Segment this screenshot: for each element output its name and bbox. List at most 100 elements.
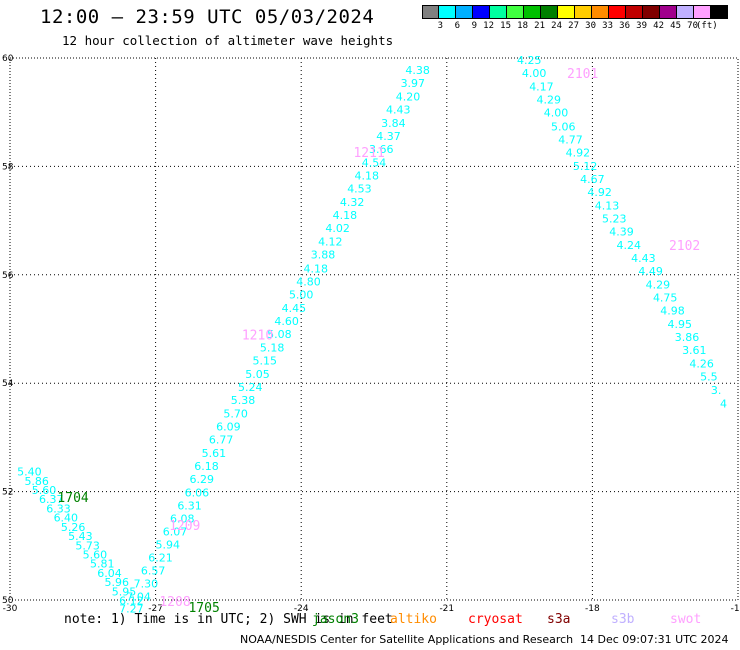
colorbar-label: 9 [471, 21, 477, 31]
wave-height-value: 4.18 [333, 209, 358, 222]
colorbar-label: 36 [619, 21, 630, 31]
wave-height-value: 4.18 [354, 170, 379, 183]
wave-height-value: 4.77 [558, 133, 583, 146]
wave-height-value: 4.37 [376, 130, 401, 143]
wave-height-value: 4.45 [282, 302, 307, 315]
wave-height-value: 4.12 [318, 236, 343, 249]
wave-height-value: 3.66 [369, 143, 394, 156]
grid-lines [10, 58, 738, 600]
colorbar-label: (ft) [696, 21, 718, 31]
colorbar-label: 12 [483, 21, 494, 31]
track-label: 1208 [159, 595, 190, 610]
colorbar-swatch [439, 5, 456, 19]
wave-height-value: 5.96 [105, 576, 130, 589]
colorbar-swatch [456, 5, 473, 19]
satellite-legend-jason3: jason3 [312, 612, 359, 627]
wave-height-value: 5.73 [75, 539, 100, 552]
y-tick-labels: 50 52 54 56 58 60 [2, 54, 14, 606]
wave-height-value: 4.60 [274, 315, 299, 328]
wave-height-value: 4.67 [580, 173, 605, 186]
colorbar-swatch [711, 5, 728, 19]
wave-height-value: 4.02 [325, 222, 350, 235]
wave-height-value: 5.15 [253, 354, 278, 367]
wave-height-value: 4.26 [689, 358, 714, 371]
wave-height-value: 3.86 [675, 331, 700, 344]
wave-height-value: 5.70 [223, 408, 248, 421]
satellite-legend-s3b: s3b [611, 612, 635, 627]
wave-height-value: 6.08 [170, 513, 195, 526]
wave-height-value: 3.61 [682, 344, 707, 357]
colorbar-label: 6 [454, 21, 460, 31]
wave-height-value: 4.53 [347, 183, 372, 196]
wave-height-value: 4.25 [517, 54, 542, 67]
y-tick-label: 56 [2, 271, 14, 281]
wave-height-value: 5.5 [700, 371, 718, 384]
colorbar-label: 18 [517, 21, 528, 31]
wave-height-value: 6.40 [54, 512, 79, 525]
colorbar-labels: 3 6 9 12 15 18 21 24 27 30 33 36 39 42 45 70 (ft) [422, 21, 728, 33]
wave-height-value: 6.09 [216, 421, 241, 434]
track-label: 1211 [353, 146, 384, 161]
wave-height-value: 4.32 [340, 196, 365, 209]
colorbar-label: 3 [437, 21, 443, 31]
wave-height-value: 6.07 [163, 526, 188, 539]
wave-height-value: 5.06 [551, 120, 576, 133]
colorbar-label: 45 [670, 21, 681, 31]
track-2102: 4.434.494.294.754.984.953.863.614.265.53… [631, 239, 727, 410]
track-1704: 5.405.865.606.376.336.405.265.435.735.60… [17, 466, 143, 608]
x-tick-label: -30 [3, 604, 18, 614]
track-1705: 1705 [188, 601, 219, 616]
wave-height-value: 6.37 [39, 493, 64, 506]
wave-height-value: 5.40 [17, 466, 42, 479]
track-1208: 1208 [159, 595, 190, 610]
wave-height-value: 4.18 [304, 262, 329, 275]
wave-height-value: 4.29 [646, 279, 671, 292]
wave-height-value: 4.80 [296, 275, 321, 288]
colorbar-swatch [694, 5, 711, 19]
colorbar-swatch [609, 5, 626, 19]
colorbar-swatch [541, 5, 558, 19]
wave-height-value: 5.61 [202, 447, 227, 460]
wave-height-value: 4.98 [660, 305, 685, 318]
colorbar-label: 33 [602, 21, 613, 31]
satellite-legend-altiko: altiko [390, 612, 437, 627]
wave-height-value: 3.97 [401, 77, 426, 90]
colorbar-label: 15 [500, 21, 511, 31]
y-tick-label: 52 [2, 488, 13, 498]
wave-height-value: 4.17 [529, 81, 554, 94]
wave-height-value: 4.75 [653, 292, 678, 305]
figure-title: 12:00 – 23:59 UTC 05/03/2024 [40, 6, 375, 28]
wave-height-value: 7.27 [119, 603, 144, 616]
colorbar-label: 70 [687, 21, 698, 31]
wave-height-value: 6.29 [189, 473, 214, 486]
track-label: 1210 [242, 328, 273, 343]
y-tick-label: 50 [2, 596, 14, 606]
wave-height-value: 4.39 [609, 225, 634, 238]
credit-text: NOAA/NESDIS Center for Satellite Applica… [240, 633, 574, 646]
y-tick-label: 60 [2, 54, 14, 64]
wave-height-value: 5.08 [267, 328, 292, 341]
colorbar-swatches [422, 5, 728, 19]
wave-height-value: 5.26 [61, 521, 86, 534]
track-1211: 4.383.974.204.433.844.373.664.544.184.53… [296, 64, 430, 288]
colorbar-swatch [626, 5, 643, 19]
colorbar-label: 30 [585, 21, 596, 31]
wave-height-value: 6.33 [46, 502, 71, 515]
wave-height-value: 6.77 [209, 434, 234, 447]
track-label: 2102 [669, 239, 700, 254]
wave-height-value: 4.38 [405, 64, 430, 77]
wave-height-value: 3.88 [311, 249, 336, 262]
x-tick-labels: -30 -27 -24 -21 -18 -15 [3, 604, 740, 614]
wave-height-value: 5.23 [602, 212, 627, 225]
satellite-legend-cryosat: cryosat [468, 612, 523, 627]
wave-height-value: 4.95 [668, 318, 693, 331]
track-1209: 6.086.075.946.216.577.307.047.27 1209 [119, 513, 200, 616]
wave-height-value: 5.94 [155, 539, 180, 552]
track-label: 1209 [169, 519, 200, 534]
colorbar-swatch [643, 5, 660, 19]
wave-height-value: 6.06 [185, 487, 210, 500]
colorbar-swatch [507, 5, 524, 19]
wave-height-value: 5.12 [573, 160, 598, 173]
wave-height-value: 6.57 [141, 565, 166, 578]
